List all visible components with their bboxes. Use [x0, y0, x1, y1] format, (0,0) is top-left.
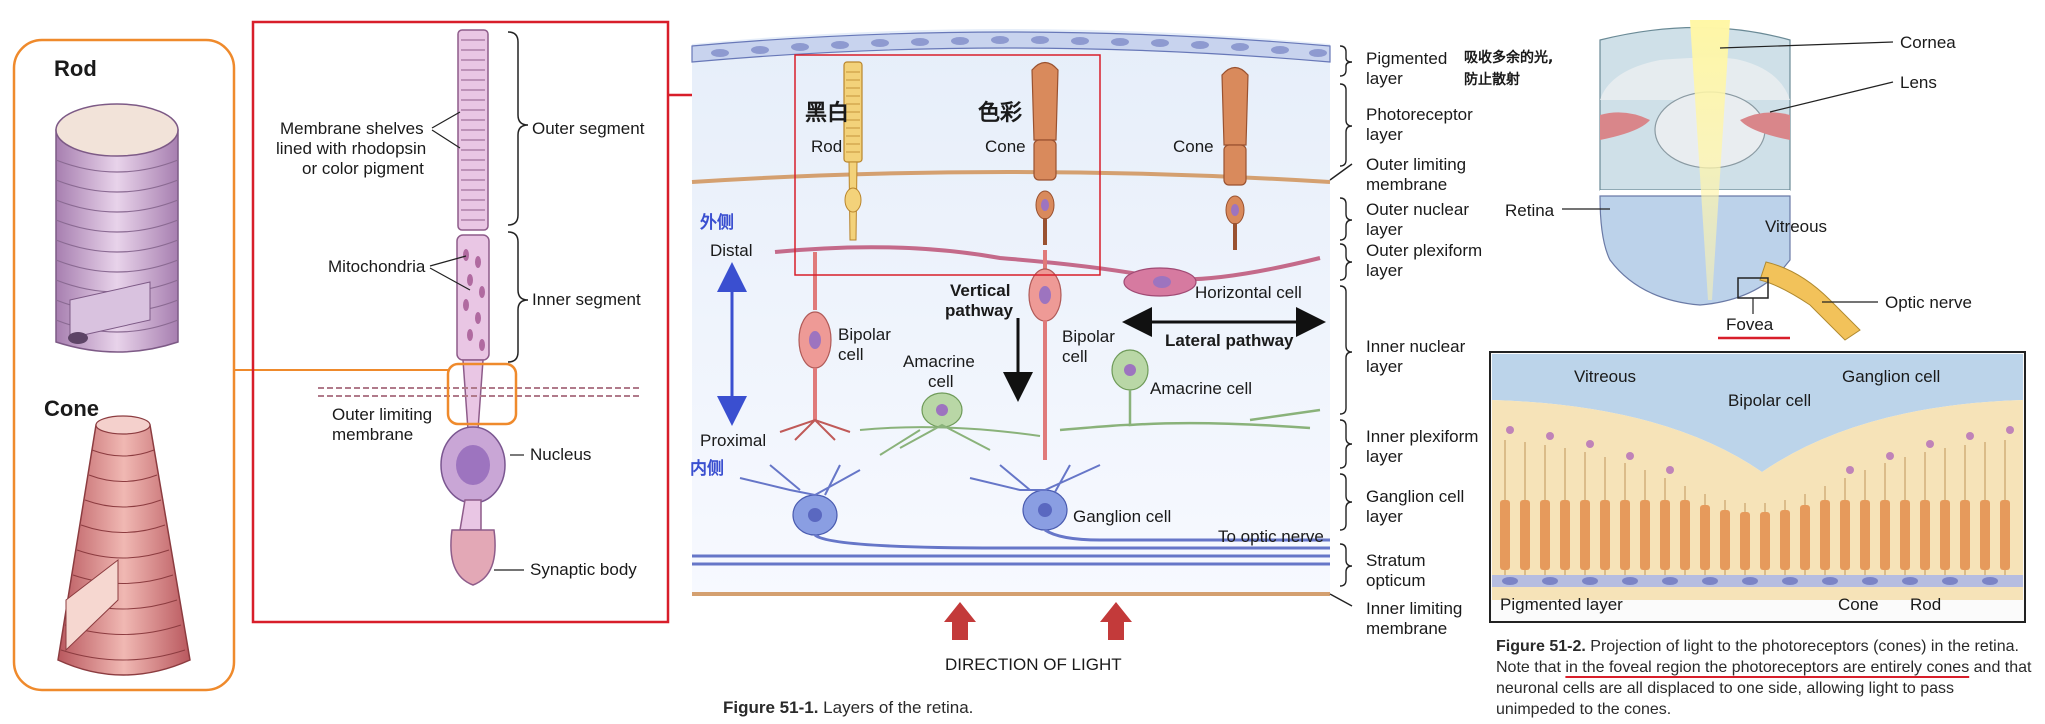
caption-2-t3: and that neuronal cells are all displace…	[1496, 659, 2032, 718]
layer-label-4b: layer	[1366, 220, 1403, 239]
label-to-optic-nerve: To optic nerve	[1218, 527, 1324, 546]
pointer-membrane-shelves	[431, 111, 461, 149]
caption-2-prefix: Figure 51-2.	[1496, 638, 1586, 655]
photoreceptor-detail	[440, 29, 506, 586]
label-fovea: Fovea	[1726, 315, 1774, 334]
label-inner-cn: 内侧	[690, 458, 724, 479]
rod-illustration	[55, 103, 179, 353]
layer-label-9b: opticum	[1366, 571, 1426, 590]
label-outer-cn: 外侧	[700, 212, 734, 233]
note-cn-1: 吸收多余的光,	[1464, 49, 1553, 66]
label-vertical-pathway-2: pathway	[945, 301, 1014, 320]
label-retina: Retina	[1505, 201, 1555, 220]
light-arrows	[944, 602, 1132, 640]
label-mitochondria: Mitochondria	[328, 257, 426, 276]
figure-51-2-caption: Figure 51-2. Projection of light to the …	[1496, 636, 2036, 720]
pointer-lens	[1769, 81, 1894, 113]
label-cone-2: Cone	[1173, 137, 1214, 156]
label-membrane-shelves-1: Membrane shelves	[280, 119, 424, 138]
label-cone-fovea: Cone	[1838, 595, 1879, 614]
label-vitreous-eye: Vitreous	[1765, 217, 1827, 236]
layer-braces	[1329, 45, 1353, 607]
layer-label-8b: layer	[1366, 507, 1403, 526]
label-amacrine-1b: cell	[928, 372, 954, 391]
layer-label-2a: Photoreceptor	[1366, 105, 1473, 124]
layer-label-3a: Outer limiting	[1366, 155, 1466, 174]
label-bipolar-2a: Bipolar	[1062, 327, 1115, 346]
label-bipolar-1a: Bipolar	[838, 325, 891, 344]
layer-label-8a: Ganglion cell	[1366, 487, 1464, 506]
label-horizontal-cell: Horizontal cell	[1195, 283, 1302, 302]
cone-illustration	[57, 415, 191, 676]
label-pigmented-fovea: Pigmented layer	[1500, 595, 1623, 614]
label-synaptic-body: Synaptic body	[530, 560, 637, 579]
layer-label-6a: Inner nuclear	[1366, 337, 1466, 356]
note-cn-2: 防止散射	[1464, 71, 1520, 88]
pointer-mitochondria	[429, 255, 471, 291]
label-ganglion-fovea: Ganglion cell	[1842, 367, 1940, 386]
layer-label-6b: layer	[1366, 357, 1403, 376]
label-cone-cn: 色彩	[978, 100, 1022, 126]
retina-diagram	[691, 29, 1331, 596]
rod-cone-panel-border	[12, 38, 236, 692]
cone-title: Cone	[44, 396, 99, 421]
layer-label-4a: Outer nuclear	[1366, 200, 1469, 219]
layer-label-9a: Stratum	[1366, 551, 1426, 570]
label-distal: Distal	[710, 241, 753, 260]
layer-label-3b: membrane	[1366, 175, 1447, 194]
layer-label-7a: Inner plexiform	[1366, 427, 1478, 446]
fovea-detail	[1489, 351, 2026, 623]
label-vitreous-fovea: Vitreous	[1574, 367, 1636, 386]
figure-51-1-caption: Figure 51-1. Layers of the retina.	[723, 698, 973, 718]
layer-label-5b: layer	[1366, 261, 1403, 280]
caption-1-text: Layers of the retina.	[823, 698, 974, 717]
label-vertical-pathway-1: Vertical	[950, 281, 1011, 300]
label-direction-of-light: DIRECTION OF LIGHT	[945, 655, 1122, 674]
caption-2-highlight: in the foveal region the photoreceptors …	[1565, 659, 1970, 676]
label-bipolar-fovea: Bipolar cell	[1728, 391, 1811, 410]
label-ganglion-cell: Ganglion cell	[1073, 507, 1171, 526]
rod-title: Rod	[54, 56, 97, 81]
layer-label-1b: layer	[1366, 69, 1403, 88]
label-rod-fovea: Rod	[1910, 595, 1941, 614]
eye-illustration	[1599, 20, 1861, 341]
photoreceptor-highlight-box	[794, 54, 1101, 276]
layer-label-10b: membrane	[1366, 619, 1447, 638]
caption-1-prefix: Figure 51-1.	[723, 698, 819, 717]
label-cornea: Cornea	[1900, 33, 1956, 52]
label-lens: Lens	[1900, 73, 1937, 92]
label-amacrine-1a: Amacrine	[903, 352, 975, 371]
label-amacrine-2: Amacrine cell	[1150, 379, 1252, 398]
layer-label-5a: Outer plexiform	[1366, 241, 1482, 260]
layer-label-2b: layer	[1366, 125, 1403, 144]
label-lateral-pathway: Lateral pathway	[1165, 331, 1294, 350]
label-cone: Cone	[985, 137, 1026, 156]
pointer-cornea	[1719, 41, 1894, 49]
label-bipolar-2b: cell	[1062, 347, 1088, 366]
label-optic-nerve: Optic nerve	[1885, 293, 1972, 312]
label-rod: Rod	[811, 137, 842, 156]
brace-outer-segment	[507, 31, 529, 226]
detail-panel-border	[251, 20, 670, 624]
label-proximal: Proximal	[700, 431, 766, 450]
caption-2-t1: Projection of light to the photoreceptor…	[1496, 638, 2019, 676]
label-inner-segment: Inner segment	[532, 290, 641, 309]
layer-label-10a: Inner limiting	[1366, 599, 1462, 618]
layer-label-7b: layer	[1366, 447, 1403, 466]
label-bipolar-1b: cell	[838, 345, 864, 364]
label-rod-cn: 黑白	[805, 100, 849, 126]
label-membrane-shelves-3: or color pigment	[302, 159, 424, 178]
label-outer-limiting-1: Outer limiting	[332, 405, 432, 424]
label-outer-segment: Outer segment	[532, 119, 645, 138]
outer-limiting-highlight	[446, 362, 518, 426]
label-membrane-shelves-2: lined with rhodopsin	[276, 139, 426, 158]
label-outer-limiting-2: membrane	[332, 425, 413, 444]
layer-label-1a: Pigmented	[1366, 49, 1447, 68]
label-nucleus: Nucleus	[530, 445, 591, 464]
brace-inner-segment	[507, 231, 529, 363]
